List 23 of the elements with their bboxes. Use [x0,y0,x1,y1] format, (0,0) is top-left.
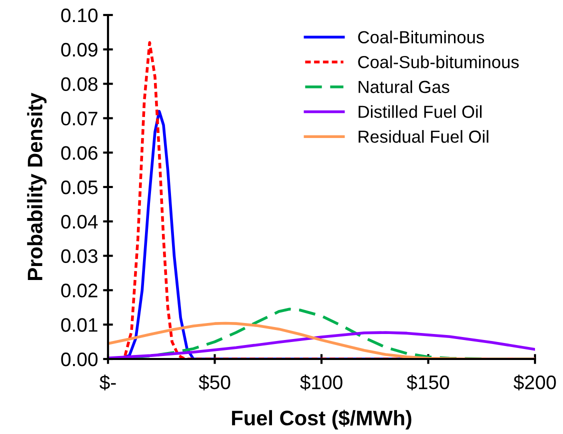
legend-label: Coal-Bituminous [358,30,484,44]
y-tick-label: 0.04 [61,214,98,229]
y-tick-label: 0.03 [61,249,98,264]
y-tick-label: 0.00 [61,352,98,366]
legend-label: Distilled Fuel Oil [358,105,482,118]
x-axis-title: Fuel Cost ($/MWh) [232,410,412,430]
legend-label: Residual Fuel Oil [358,130,488,143]
y-tick-label: 0.07 [61,112,98,126]
x-tick-label: $50 [198,374,230,390]
y-tick-label: 0.10 [61,8,98,22]
legend-label: Natural Gas [358,80,450,94]
y-axis-title: Probability Density [27,92,47,280]
x-tick-label: $100 [300,374,342,390]
y-tick-label: 0.08 [61,77,98,92]
y-tick-label: 0.01 [61,318,98,332]
x-tick-label: $200 [514,374,556,390]
y-tick-label: 0.02 [61,284,98,298]
y-tick-label: 0.09 [61,42,98,57]
x-tick-label: $150 [406,374,450,390]
y-tick-label: 0.06 [61,146,98,160]
x-tick-label: $- [100,374,116,390]
legend-label: Coal-Sub-bituminous [358,55,519,68]
y-tick-label: 0.05 [61,180,98,194]
